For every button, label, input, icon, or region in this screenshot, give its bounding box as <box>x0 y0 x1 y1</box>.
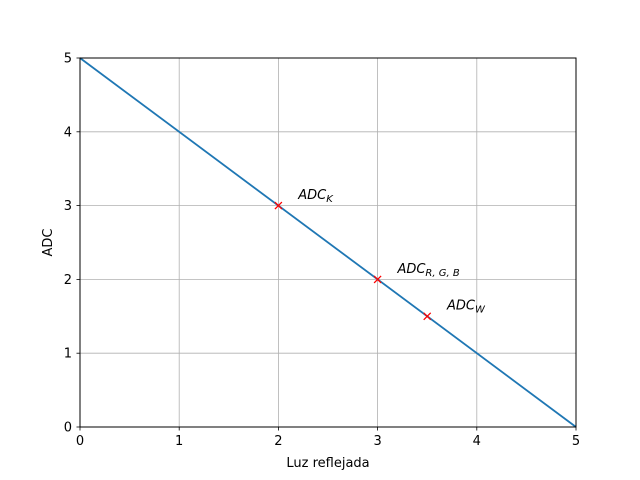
x-axis-label: Luz reflejada <box>286 456 369 471</box>
point-marker <box>274 201 283 210</box>
x-tick-label: 5 <box>572 434 580 449</box>
x-tick-label: 1 <box>175 434 183 449</box>
y-tick-label: 1 <box>64 347 72 362</box>
y-tick-label: 0 <box>64 421 72 436</box>
y-axis-label: ADC <box>41 229 56 257</box>
plot-frame <box>79 57 577 428</box>
x-tick-label: 2 <box>274 434 282 449</box>
point-annotation: ADCK <box>297 188 334 205</box>
series-line <box>79 57 577 428</box>
x-tick-label: 0 <box>76 434 84 449</box>
x-tick-label: 4 <box>473 434 481 449</box>
y-tick-label: 5 <box>64 52 72 67</box>
y-tick-label: 4 <box>64 125 72 140</box>
point-annotation: ADCR, G, B <box>396 262 459 279</box>
markers: ADCK ADCR, G, B ADCW <box>274 188 486 321</box>
ticks: 0 1 2 3 4 5 0 1 2 3 4 5 <box>64 52 580 450</box>
point-marker <box>373 275 382 284</box>
y-tick-label: 3 <box>64 199 72 214</box>
point-marker <box>423 312 432 321</box>
y-tick-label: 2 <box>64 273 72 288</box>
x-tick-label: 3 <box>373 434 381 449</box>
series <box>79 57 577 428</box>
point-annotation: ADCW <box>446 299 486 316</box>
